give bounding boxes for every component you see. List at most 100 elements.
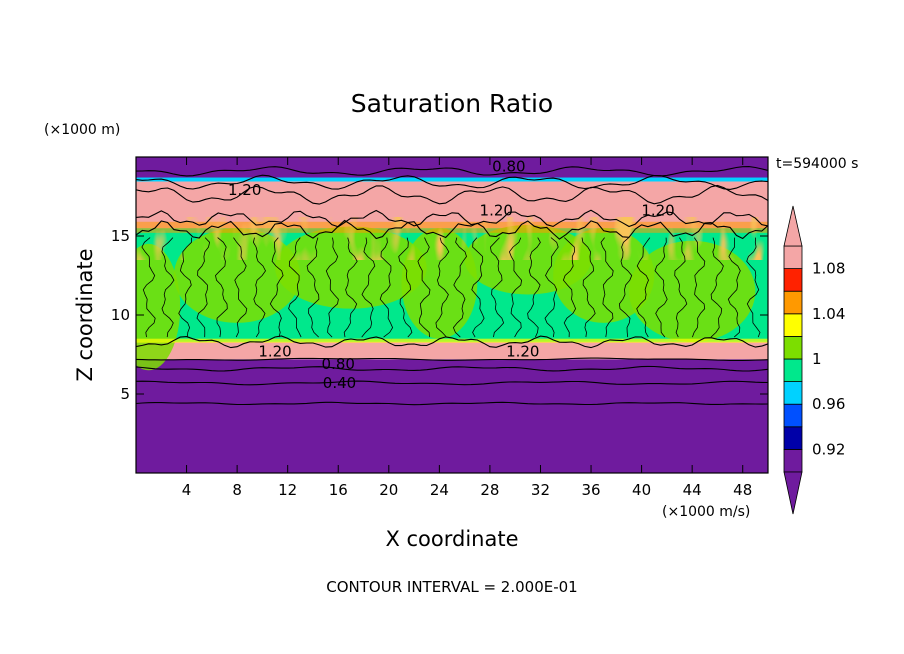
contour-plume-25 bbox=[600, 237, 614, 338]
x-tick-label-9: 40 bbox=[632, 481, 651, 499]
contour-plume-3 bbox=[196, 237, 211, 338]
y-tick-label-2: 15 bbox=[111, 227, 130, 245]
field-region-4 bbox=[136, 157, 768, 181]
contour-line-3 bbox=[136, 357, 768, 361]
contour-plume-19 bbox=[489, 237, 505, 338]
field-band-top bbox=[136, 177, 768, 182]
field-region-0 bbox=[136, 359, 768, 473]
contour-plume-2 bbox=[178, 237, 192, 338]
contour-plume-28 bbox=[654, 237, 668, 338]
contour-plume-18 bbox=[471, 237, 485, 338]
contour-plume-7 bbox=[269, 237, 284, 338]
x-tick-label-4: 20 bbox=[379, 481, 398, 499]
contour-plume-14 bbox=[398, 237, 413, 338]
colorbar-swatch-5 bbox=[783, 335, 803, 360]
field-texture bbox=[136, 217, 768, 260]
contour-plume-32 bbox=[727, 237, 741, 338]
colorbar-label-3: 1.04 bbox=[812, 305, 845, 323]
colorbar: 0.92 0.96 1 1.04 1.08 bbox=[783, 205, 845, 515]
contour-plume-11 bbox=[343, 237, 358, 338]
colorbar-label-1: 0.96 bbox=[812, 395, 845, 413]
time-label: t=594000 s bbox=[776, 156, 858, 172]
contour-plume-30 bbox=[692, 237, 706, 338]
contour-plume-8 bbox=[288, 237, 302, 338]
contour-plume-1 bbox=[161, 237, 175, 338]
contour-interval-note: CONTOUR INTERVAL = 2.000E-01 bbox=[326, 578, 577, 596]
contour-plume-13 bbox=[379, 237, 394, 338]
y-axis: 5 10 15 bbox=[111, 227, 768, 403]
colorbar-label-0: 0.92 bbox=[812, 440, 845, 458]
y-axis-unit: (×1000 m) bbox=[44, 122, 120, 138]
contour-plume-10 bbox=[325, 237, 339, 338]
field-band-lower bbox=[136, 338, 768, 343]
x-axis-title: X coordinate bbox=[385, 527, 518, 551]
contour-plume-23 bbox=[562, 237, 577, 338]
contour-label-1: 1.20 bbox=[228, 181, 261, 199]
contour-label-2: 1.20 bbox=[480, 202, 513, 220]
colorbar-swatch-7 bbox=[783, 290, 803, 315]
contour-plume-22 bbox=[544, 237, 559, 338]
y-tick-label-0: 5 bbox=[120, 385, 130, 403]
x-tick-label-3: 16 bbox=[329, 481, 348, 499]
contour-plume-24 bbox=[581, 237, 596, 338]
contour-plume-26 bbox=[618, 237, 633, 338]
x-tick-label-8: 36 bbox=[581, 481, 600, 499]
contour-plume-16 bbox=[435, 237, 450, 338]
x-tick-label-10: 44 bbox=[683, 481, 702, 499]
contour-plume-21 bbox=[527, 237, 541, 338]
y-tick-label-1: 10 bbox=[111, 306, 130, 324]
colorbar-extend-bottom bbox=[783, 471, 803, 515]
contour-plume-31 bbox=[710, 237, 724, 338]
contour-line-9 bbox=[136, 166, 768, 177]
contour-line-5 bbox=[136, 219, 768, 240]
contour-line-6 bbox=[136, 209, 768, 228]
colorbar-swatch-2 bbox=[783, 403, 803, 428]
contour-plume-29 bbox=[674, 237, 688, 338]
contour-lines bbox=[136, 166, 768, 406]
y-axis-title: Z coordinate bbox=[73, 248, 97, 381]
contour-label-7: 0.40 bbox=[323, 374, 356, 392]
contour-plume-15 bbox=[417, 237, 431, 338]
contour-plume-17 bbox=[452, 237, 467, 338]
contour-line-2 bbox=[136, 365, 768, 372]
contour-line-4 bbox=[136, 335, 768, 349]
colorbar-swatch-1 bbox=[783, 426, 803, 450]
x-tick-label-6: 28 bbox=[480, 481, 499, 499]
colorbar-extend-top bbox=[783, 205, 803, 247]
contour-plume-0 bbox=[141, 237, 156, 338]
colorbar-label-4: 1.08 bbox=[812, 260, 845, 278]
colorbar-swatch-4 bbox=[783, 358, 803, 383]
contour-plume-20 bbox=[508, 237, 523, 338]
contour-plume-5 bbox=[233, 237, 248, 338]
x-tick-label-0: 4 bbox=[182, 481, 192, 499]
contour-labels: 0.801.201.20 1.201.20 1.200.800.40 bbox=[228, 157, 675, 391]
contour-plume-27 bbox=[636, 237, 651, 338]
contour-plume-9 bbox=[306, 237, 320, 338]
contour-label-6: 0.80 bbox=[322, 355, 355, 373]
colorbar-label-2: 1 bbox=[812, 350, 822, 368]
x-tick-label-5: 24 bbox=[430, 481, 449, 499]
colorbar-swatch-8 bbox=[783, 268, 803, 292]
field-plume-0 bbox=[136, 243, 181, 371]
x-tick-label-1: 8 bbox=[232, 481, 242, 499]
colorbar-swatch-0 bbox=[783, 448, 803, 473]
field-region-1 bbox=[136, 341, 768, 360]
colorbar-swatch-9 bbox=[783, 245, 803, 270]
colorbar-swatch-3 bbox=[783, 381, 803, 405]
contour-plume-6 bbox=[252, 237, 266, 338]
x-tick-label-7: 32 bbox=[531, 481, 550, 499]
contour-plume-12 bbox=[361, 237, 376, 338]
field-layer bbox=[136, 157, 768, 473]
x-axis: 4 8 12 16 20 24 28 32 36 40 44 48 bbox=[182, 157, 752, 499]
contour-label-5: 1.20 bbox=[506, 342, 539, 360]
contour-label-0: 0.80 bbox=[492, 157, 525, 175]
contour-plume-4 bbox=[215, 237, 228, 338]
x-tick-label-2: 12 bbox=[278, 481, 297, 499]
x-tick-label-11: 48 bbox=[733, 481, 752, 499]
contour-line-1 bbox=[136, 380, 768, 386]
contour-plume-33 bbox=[746, 237, 761, 338]
contour-label-4: 1.20 bbox=[258, 342, 291, 360]
contour-line-0 bbox=[136, 401, 768, 406]
contour-label-3: 1.20 bbox=[641, 202, 674, 220]
